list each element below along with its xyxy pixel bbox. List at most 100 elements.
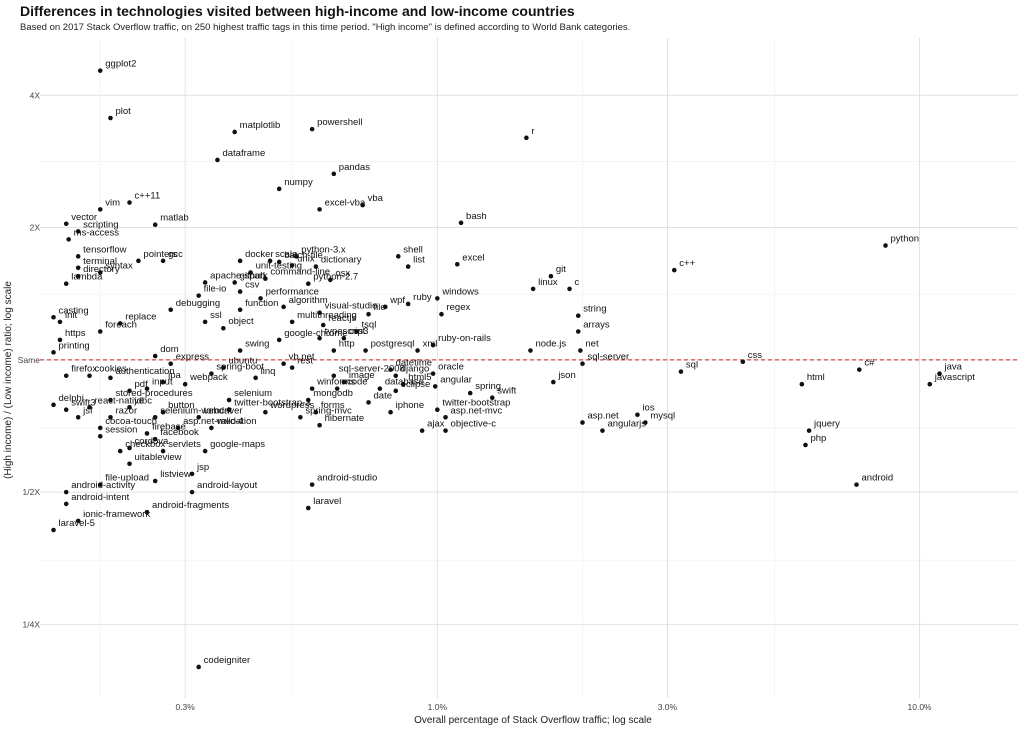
data-point [237, 258, 243, 264]
point-label: android-layout [197, 480, 258, 491]
data-point [309, 386, 315, 391]
point-label: typescript [325, 326, 366, 337]
point-label: regex [446, 302, 470, 313]
point-label: sql-server [587, 352, 629, 363]
point-label: css [748, 350, 763, 361]
y-axis-label: (High income) / (Low income) ratio; log … [3, 281, 14, 479]
data-point [363, 348, 368, 353]
point-label: debugging [176, 298, 220, 309]
data-point [530, 286, 536, 292]
point-label: syntax [105, 261, 133, 272]
data-point [144, 386, 150, 391]
x-tick-label: 0.3% [175, 702, 195, 712]
point-label: codeigniter [204, 655, 250, 666]
point-label: shell [403, 244, 423, 255]
point-label: cocoa-touch [105, 416, 157, 427]
point-label: powershell [317, 117, 362, 128]
data-point [63, 501, 69, 507]
point-label: git [556, 264, 566, 275]
data-point [678, 369, 684, 374]
data-point [354, 329, 359, 334]
data-point [136, 258, 141, 264]
point-label: lambda [71, 272, 103, 283]
data-point [334, 386, 340, 391]
data-point [305, 397, 311, 403]
point-label: django [401, 364, 430, 375]
data-point [341, 379, 347, 385]
point-label: asp.net-mvc [451, 405, 503, 416]
data-point [575, 313, 581, 319]
point-label: r [531, 126, 534, 137]
point-label: wordpress [269, 400, 314, 411]
data-point [267, 258, 273, 264]
data-point [63, 407, 69, 413]
point-label: session [105, 424, 137, 435]
chart-title: Differences in technologies visited betw… [20, 3, 575, 19]
data-point [580, 361, 585, 366]
point-label: command-line [270, 267, 330, 278]
point-label: file-io [204, 284, 227, 295]
data-point [196, 664, 201, 670]
data-point [443, 428, 448, 433]
data-point [160, 448, 166, 454]
point-label: ggplot2 [105, 59, 136, 70]
data-point [331, 171, 337, 177]
point-label: input [152, 377, 173, 388]
point-label: objective-c [451, 419, 497, 430]
point-label: jdbc [134, 395, 153, 406]
data-point [317, 422, 322, 428]
point-label: tsql [362, 320, 377, 331]
data-point [580, 420, 585, 425]
data-point [320, 322, 326, 328]
point-label: selenium-webdriver [160, 405, 242, 416]
point-label: database [385, 377, 424, 388]
data-point [305, 505, 311, 511]
point-label: scala [275, 249, 298, 260]
data-point [63, 373, 69, 379]
y-tick-label: 1/4X [23, 619, 41, 629]
point-label: c++11 [135, 191, 161, 202]
data-point [671, 267, 677, 273]
point-label: node.js [535, 339, 566, 350]
point-label: pandas [339, 162, 370, 173]
point-label: ms-access [74, 227, 120, 238]
data-point [430, 371, 436, 376]
data-point [883, 243, 888, 248]
point-label: github [240, 270, 266, 281]
data-point [160, 379, 166, 385]
data-point [127, 445, 132, 451]
data-point [152, 478, 158, 484]
point-label: asp.net [587, 411, 619, 422]
data-point [152, 414, 158, 420]
data-point [97, 270, 103, 275]
point-label: express [176, 352, 210, 363]
point-label: laravel-5 [59, 518, 95, 529]
point-label: stored-procedures [115, 388, 192, 399]
x-axis-label: Overall percentage of Stack Overflow tra… [414, 715, 652, 726]
point-label: spring-boot [216, 362, 264, 373]
point-label: vim [105, 197, 120, 208]
data-point [467, 390, 473, 396]
data-point [360, 202, 365, 208]
data-point [489, 395, 495, 401]
gridlines [40, 38, 1018, 698]
point-label: android-intent [71, 492, 129, 503]
point-label: https [65, 328, 86, 339]
point-label: ruby-on-rails [438, 333, 491, 344]
point-label: list [413, 255, 425, 266]
data-point [313, 409, 319, 415]
data-point [377, 386, 383, 391]
data-point [202, 319, 208, 325]
data-point [202, 448, 208, 454]
point-label: delphi [59, 393, 84, 404]
data-point [144, 431, 150, 436]
axis-ticks: 0.3% 1.0% 3.0% 10.0% 1/4X 1/2X Same 2X 4X [18, 90, 932, 712]
data-point [317, 207, 322, 212]
point-label: ubuntu [228, 356, 257, 367]
data-point [328, 277, 333, 283]
data-point [209, 425, 214, 431]
point-label: gcc [168, 249, 183, 260]
data-point [97, 207, 103, 212]
point-label: cookies [95, 364, 127, 375]
point-label: dictionary [321, 255, 362, 266]
